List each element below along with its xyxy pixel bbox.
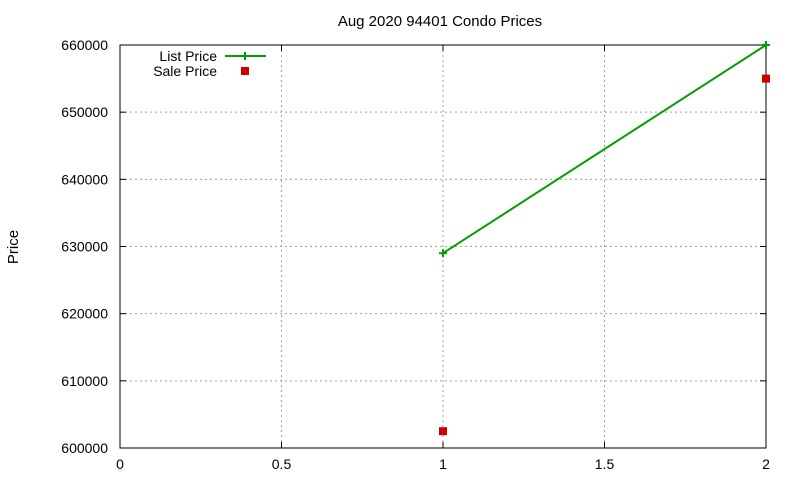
series-0 (439, 41, 770, 258)
chart-title: Aug 2020 94401 Condo Prices (338, 13, 542, 30)
y-tick-label: 610000 (61, 373, 108, 389)
x-tick-label: 1 (439, 456, 447, 472)
y-tick-label: 650000 (61, 104, 108, 120)
y-tick-label: 600000 (61, 440, 108, 456)
grid-lines (120, 45, 766, 448)
data-point-square (439, 427, 447, 436)
y-tick-label: 660000 (61, 37, 108, 53)
legend-label: Sale Price (153, 63, 217, 79)
series-line (442, 44, 767, 255)
data-point-plus (439, 249, 447, 258)
series-1 (439, 74, 770, 436)
y-tick-label: 620000 (61, 306, 108, 322)
x-tick-label: 1.5 (595, 456, 615, 472)
x-tick-label: 0.5 (272, 456, 292, 472)
y-tick-label: 640000 (61, 171, 108, 187)
x-tick-label: 2 (762, 456, 770, 472)
y-axis-label: Price (5, 230, 22, 264)
legend-label: List Price (159, 48, 217, 64)
legend-marker-swatch (241, 67, 249, 75)
x-tick-label: 0 (116, 456, 124, 472)
series-layer (439, 41, 770, 436)
y-tick-label: 630000 (61, 239, 108, 255)
axis-ticks: 0 0.5 1 1.5 2 600000 610000 620000 630000 640000 6… (61, 37, 770, 472)
data-point-plus (762, 41, 770, 49)
data-point-square (762, 74, 770, 83)
